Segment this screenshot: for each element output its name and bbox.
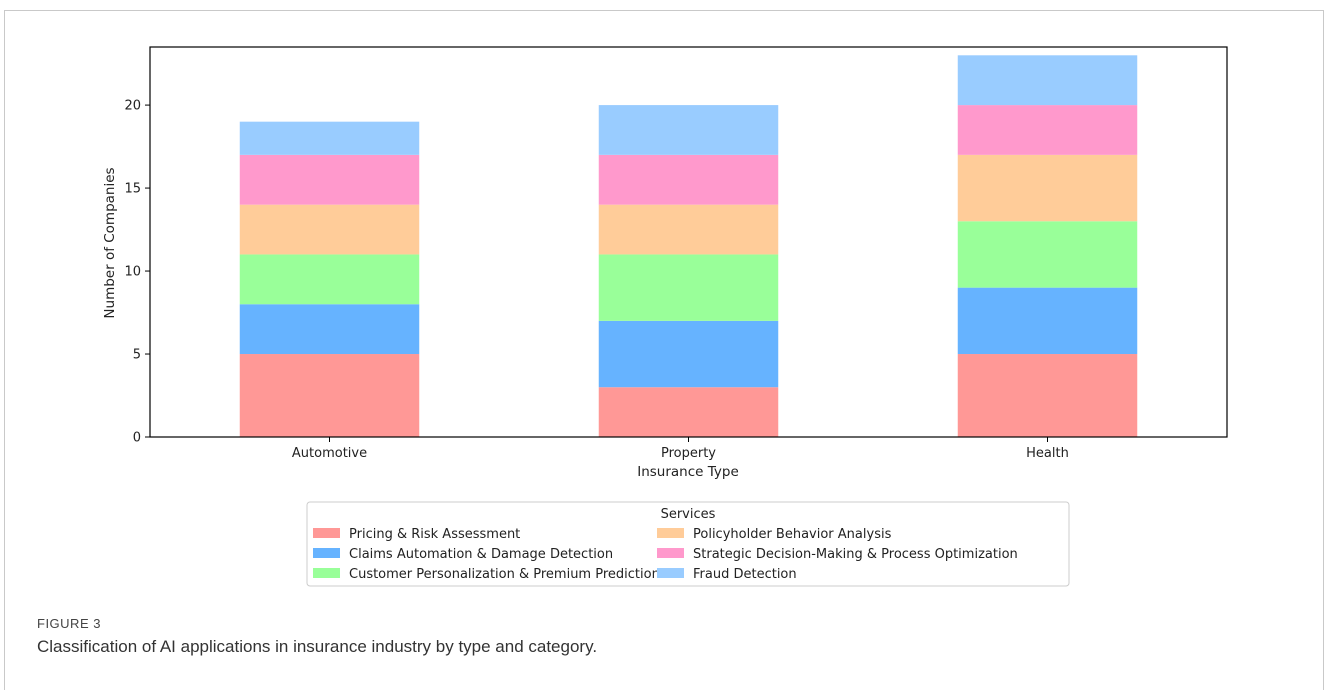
bar-property-series-4 [598,154,779,205]
legend-swatch [313,528,340,538]
legend-swatch [313,568,340,578]
x-axis-ticks: Automotive Property Health [292,437,1069,461]
legend-swatch [657,548,684,558]
bar-property-series-2 [598,254,779,321]
bar-automotive-series-3 [239,204,420,255]
bar-automotive-series-1 [239,304,420,355]
y-tick-label: 0 [133,431,141,446]
x-tick-label: Automotive [292,446,367,461]
bar-health-series-0 [957,354,1138,437]
bar-property-series-1 [598,320,779,388]
y-axis-title: Number of Companies [102,167,118,318]
bar-automotive-series-5 [239,121,420,155]
bar-health-series-2 [957,221,1138,288]
figure-caption: Classification of AI applications in ins… [37,637,598,656]
stacked-bar-chart: 0 5 10 15 20 Automotive Property Health Number… [102,46,1228,587]
bar-property-series-3 [598,204,779,255]
legend-label: Strategic Decision-Making & Process Opti… [693,547,1018,562]
bar-property-series-5 [598,105,779,155]
figure-label: FIGURE 3 [37,616,101,631]
bars-group [239,55,1138,437]
y-tick-label: 15 [124,182,141,197]
legend-box [306,501,1070,587]
bar-health-series-3 [957,154,1138,222]
x-tick-label: Health [1026,446,1069,461]
legend-label: Fraud Detection [693,567,797,582]
legend-label: Customer Personalization & Premium Predi… [349,567,660,582]
figure-frame [4,10,1324,690]
legend-swatch [657,568,684,578]
bar-health-series-5 [957,55,1138,106]
legend: Services Pricing & Risk Assessment Claims… [306,501,1070,587]
legend-items: Pricing & Risk Assessment Claims Automati… [313,527,1018,582]
y-tick-label: 10 [124,265,141,280]
bar-health-series-4 [957,105,1138,155]
y-tick-label: 5 [133,348,141,363]
bar-automotive-series-2 [239,254,420,305]
legend-label: Pricing & Risk Assessment [349,527,520,542]
y-axis-ticks: 0 5 10 15 20 [124,99,150,446]
legend-swatch [657,528,684,538]
bar-health-series-1 [957,287,1138,355]
x-tick-label: Property [661,446,716,461]
legend-title: Services [661,507,716,522]
bar-automotive-series-0 [239,354,420,437]
bar-automotive-series-4 [239,154,420,205]
bar-property-series-0 [598,387,779,437]
legend-label: Claims Automation & Damage Detection [349,547,613,562]
x-axis-title: Insurance Type [637,464,739,480]
plot-area-frame [149,46,1228,438]
legend-label: Policyholder Behavior Analysis [693,527,892,542]
y-tick-label: 20 [124,99,141,114]
legend-swatch [313,548,340,558]
